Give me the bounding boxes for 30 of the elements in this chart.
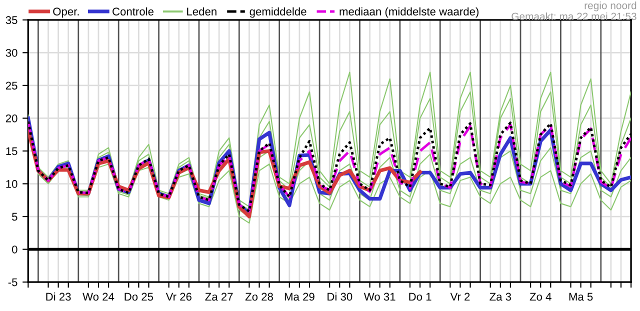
x-tick-label: Di 30: [328, 292, 352, 301]
legend-label: Controle: [112, 7, 154, 16]
x-tick-label: Wo 24: [82, 292, 114, 301]
y-tick-label: 35: [6, 16, 18, 24]
x-tick-label: Vr 2: [450, 292, 470, 301]
x-tick-label: Zo 4: [530, 292, 552, 301]
y-tick-label: 10: [6, 180, 18, 188]
x-tick-label: Do 1: [409, 292, 432, 301]
x-tick-label: Do 25: [124, 292, 154, 301]
x-tick-label: Za 3: [490, 292, 512, 301]
y-tick-label: 30: [6, 48, 18, 57]
annotation: Gemaakt: ma 22 mei 21:53: [512, 12, 636, 20]
x-tick-label: Ma 5: [569, 292, 593, 301]
y-tick-label: 5: [12, 212, 18, 221]
legend-label: Oper.: [53, 8, 79, 18]
y-tick-label: 25: [6, 82, 18, 90]
legend-label: Leden: [187, 7, 216, 16]
y-tick-label: 20: [6, 114, 18, 122]
x-tick-label: Zo 28: [245, 292, 273, 301]
x-tick-label: Di 23: [46, 292, 71, 301]
x-tick-label: Wo 31: [364, 292, 396, 301]
text: regio noord: [584, 2, 636, 12]
x-tick-label: Za 27: [205, 292, 233, 301]
y-tick-label: 15: [6, 147, 18, 156]
legend-label: gemiddelde: [250, 7, 306, 18]
x-tick-label: Ma 29: [284, 292, 314, 301]
legend-label: mediaan (middelste waarde): [340, 7, 479, 18]
y-tick-label: -5: [8, 278, 18, 286]
y-tick-label: 0: [12, 246, 18, 254]
x-tick-label: Vr 26: [166, 292, 192, 301]
